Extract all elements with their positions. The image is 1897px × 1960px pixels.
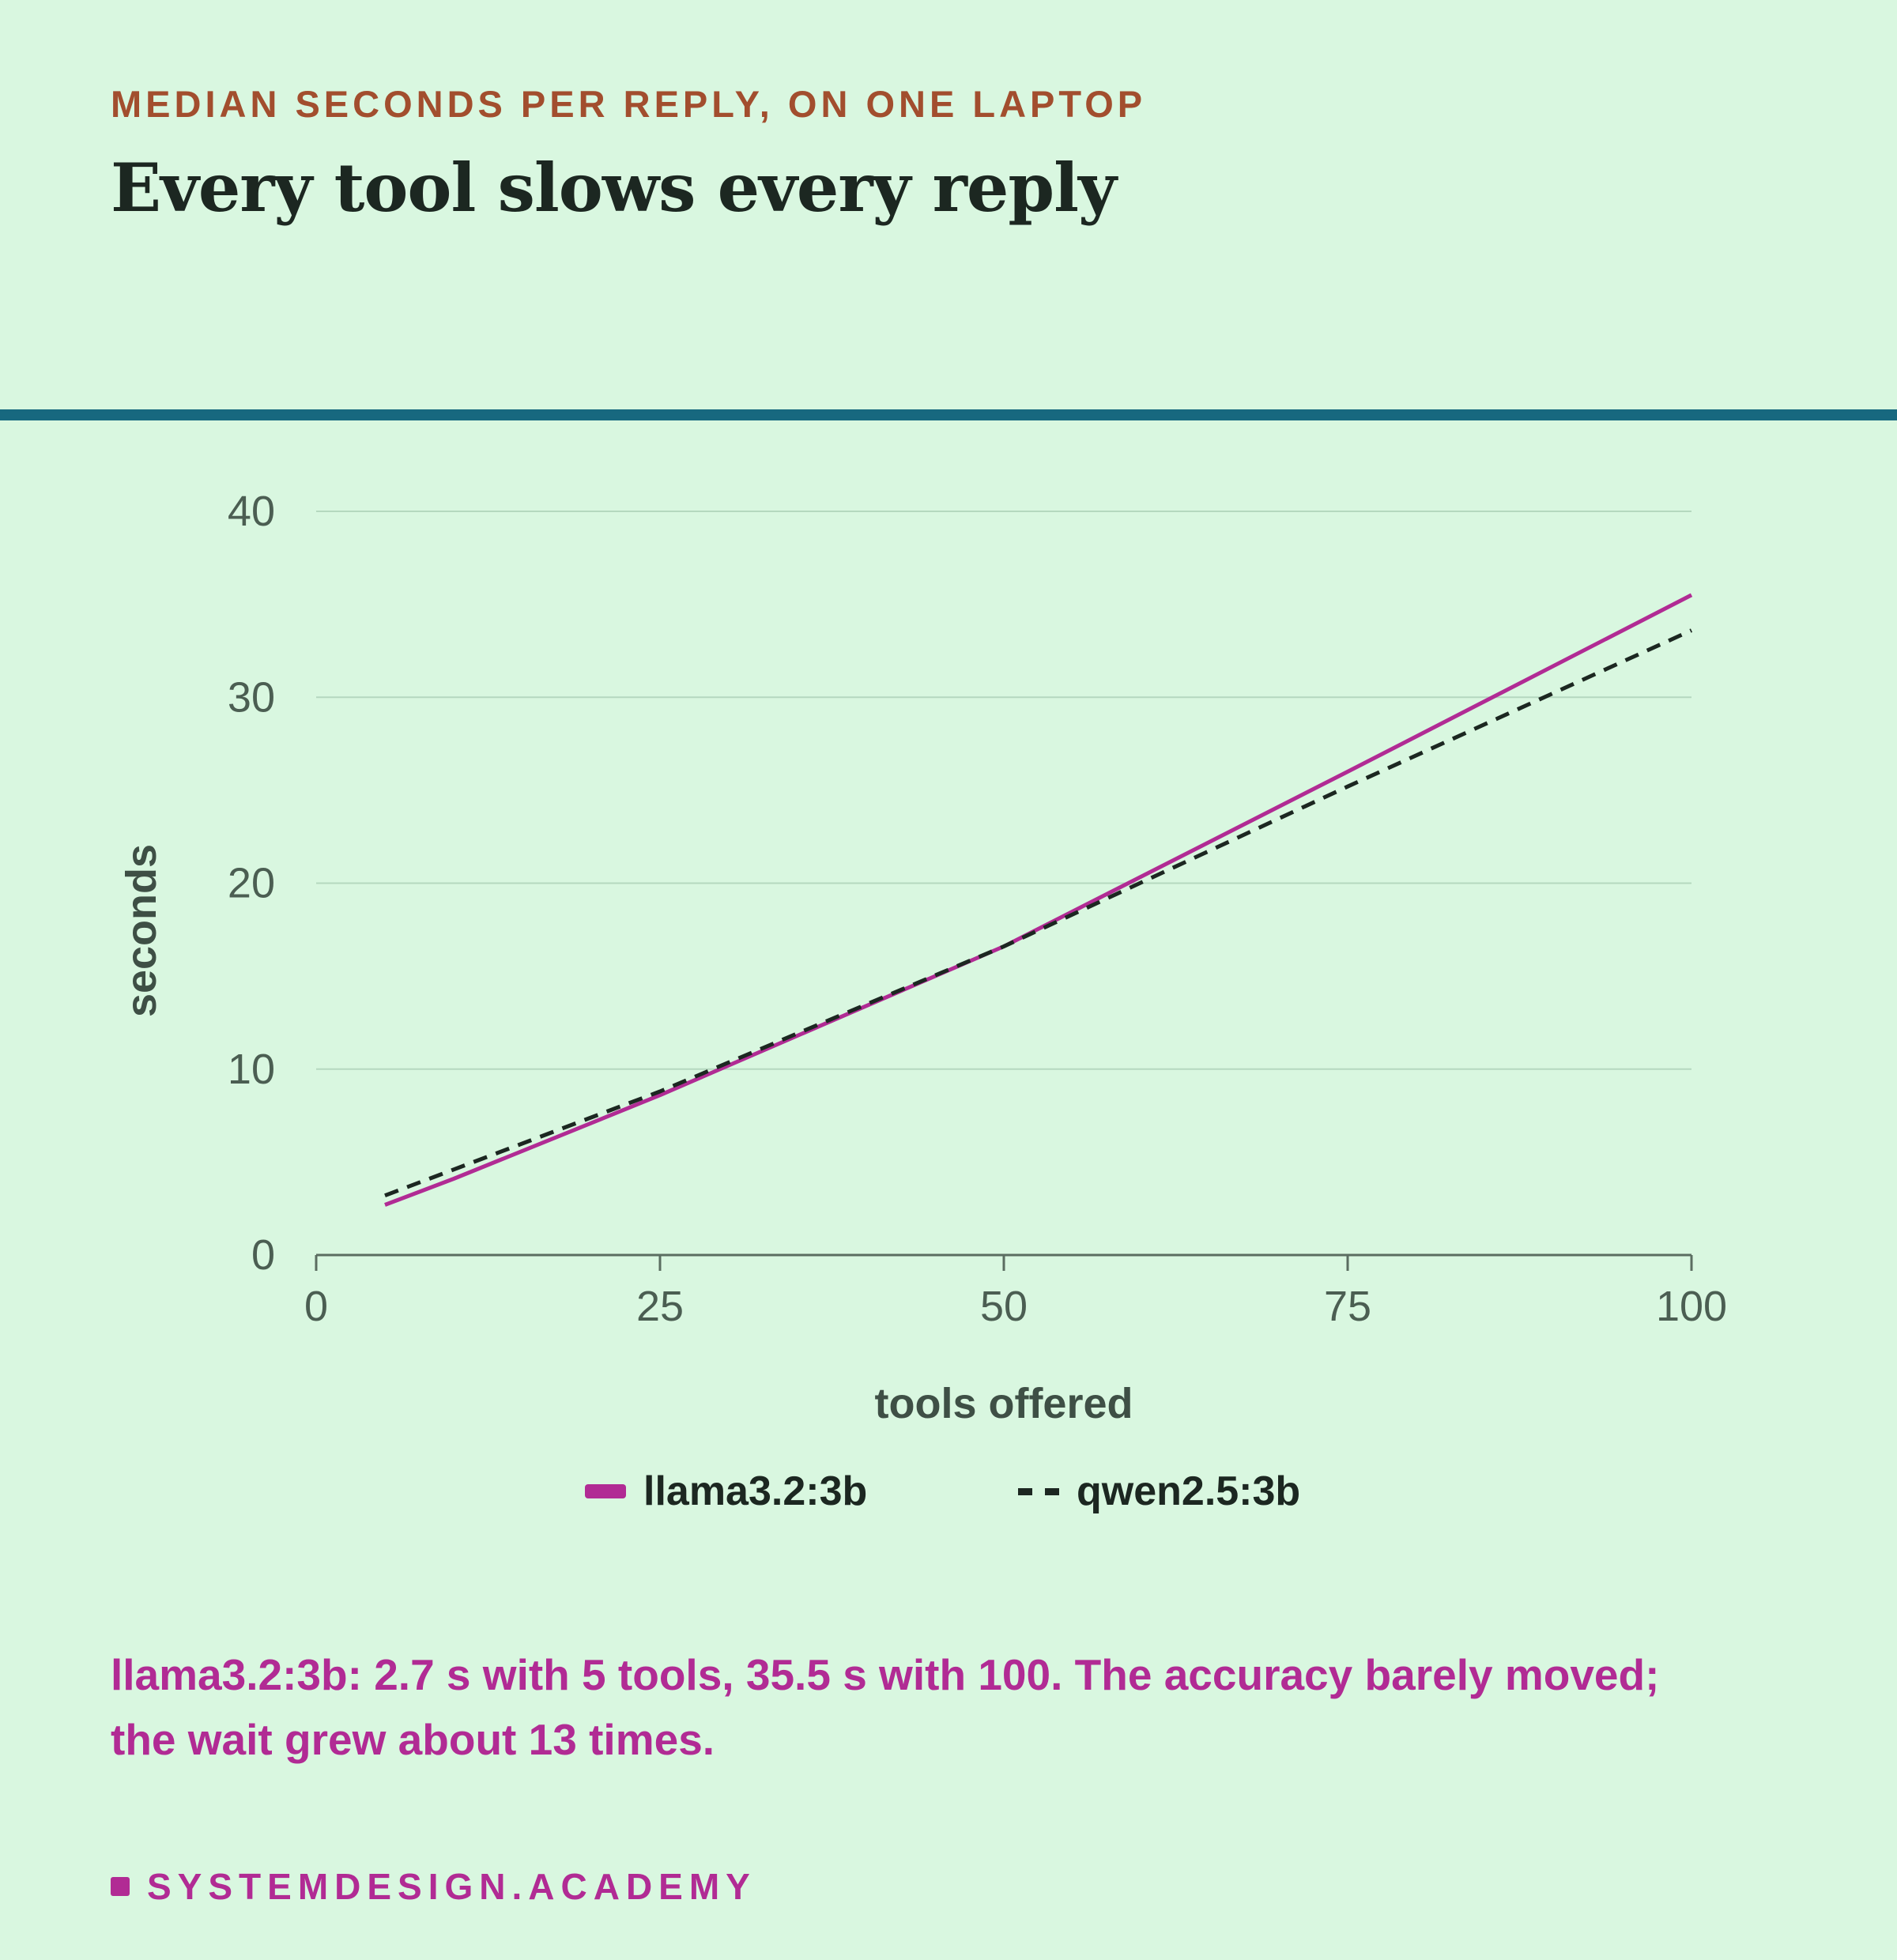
legend-item-qwen: qwen2.5:3b [1018, 1464, 1300, 1519]
y-tick-label: 20 [228, 860, 275, 907]
legend-swatch-solid [585, 1484, 626, 1498]
x-tick-label: 25 [636, 1283, 684, 1330]
legend-label-qwen: qwen2.5:3b [1077, 1468, 1301, 1514]
y-tick-label: 10 [228, 1046, 275, 1093]
y-tick-label: 40 [228, 488, 275, 535]
y-tick-label: 30 [228, 673, 275, 721]
legend-item-llama: llama3.2:3b [585, 1464, 867, 1519]
y-axis-title: seconds [118, 844, 165, 1017]
x-tick-label: 75 [1324, 1283, 1371, 1330]
brand-footer: SYSTEMDESIGN.ACADEMY [111, 1865, 756, 1908]
x-tick-label: 100 [1656, 1283, 1727, 1330]
brand-name: SYSTEMDESIGN.ACADEMY [147, 1866, 756, 1907]
chart-annotation: llama3.2:3b: 2.7 s with 5 tools, 35.5 s … [111, 1650, 1660, 1764]
legend-label-llama: llama3.2:3b [643, 1468, 868, 1514]
header-divider [0, 409, 1897, 420]
chart-legend: llama3.2:3b qwen2.5:3b [0, 1464, 1897, 1519]
chart-title: Every tool slows every reply [111, 149, 1117, 227]
chart-kicker: MEDIAN SECONDS PER REPLY, ON ONE LAPTOP [111, 83, 1147, 125]
x-tick-label: 50 [980, 1283, 1028, 1330]
series-line-llama [384, 593, 1693, 1207]
x-tick-label: 0 [304, 1283, 328, 1330]
brand-square-icon [111, 1877, 130, 1896]
x-axis-title: tools offered [874, 1380, 1133, 1427]
y-tick-label: 0 [251, 1231, 275, 1279]
series-line-qwen [384, 628, 1693, 1198]
line-chart: 0 10 20 30 40 0 25 50 75 100 tools offered seconds [118, 488, 1727, 1427]
legend-swatch-dashed [1018, 1487, 1059, 1495]
